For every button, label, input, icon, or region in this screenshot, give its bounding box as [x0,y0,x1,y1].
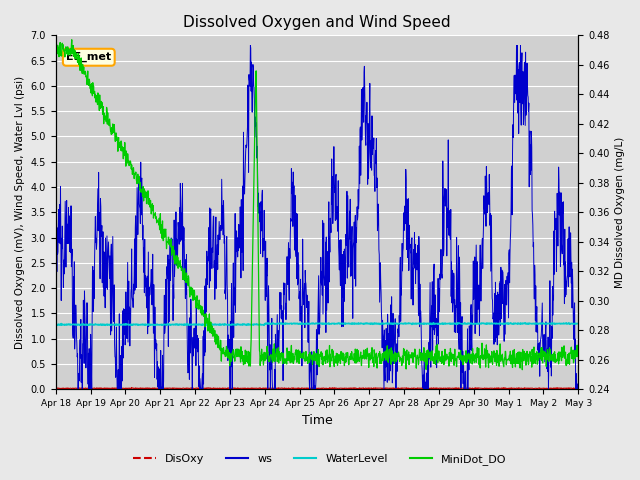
ws [227,364,235,370]
Text: EE_met: EE_met [66,52,111,62]
DisOxy [128,384,136,390]
Line: ws: ws [56,46,578,389]
MiniDot_DO [52,36,60,42]
WaterLevel [398,321,406,326]
MiniDot_DO [467,353,474,359]
Y-axis label: Dissolved Oxygen (mV), Wind Speed, Water Lvl (psi): Dissolved Oxygen (mV), Wind Speed, Water… [15,76,25,349]
MiniDot_DO [574,351,582,357]
Line: MiniDot_DO: MiniDot_DO [56,39,578,370]
MiniDot_DO [513,351,520,357]
WaterLevel [168,322,176,327]
Line: WaterLevel: WaterLevel [56,323,578,325]
Y-axis label: MD Dissolved Oxygen (mg/L): MD Dissolved Oxygen (mg/L) [615,137,625,288]
ws [513,97,521,103]
WaterLevel [467,321,474,327]
DisOxy [169,385,177,391]
MiniDot_DO [398,357,406,363]
ws [168,259,176,264]
MiniDot_DO [52,49,60,55]
ws [52,228,60,233]
WaterLevel [156,322,163,327]
WaterLevel [574,321,582,326]
DisOxy [227,385,235,391]
ws [467,306,475,312]
DisOxy [399,385,406,391]
Legend: DisOxy, ws, WaterLevel, MiniDot_DO: DisOxy, ws, WaterLevel, MiniDot_DO [129,450,511,469]
MiniDot_DO [227,351,235,357]
Line: DisOxy: DisOxy [56,387,578,389]
ws [246,43,254,48]
DisOxy [513,385,521,391]
MiniDot_DO [518,367,526,372]
X-axis label: Time: Time [301,414,332,427]
WaterLevel [52,322,60,328]
DisOxy [156,385,164,391]
Title: Dissolved Oxygen and Wind Speed: Dissolved Oxygen and Wind Speed [183,15,451,30]
WaterLevel [507,320,515,325]
ws [574,386,582,392]
WaterLevel [227,322,235,328]
MiniDot_DO [168,248,176,253]
ws [156,386,163,392]
ws [74,386,82,392]
MiniDot_DO [156,227,163,233]
DisOxy [467,385,475,391]
DisOxy [574,385,582,391]
DisOxy [52,385,60,391]
DisOxy [147,386,155,392]
WaterLevel [76,323,84,328]
ws [399,268,406,274]
WaterLevel [513,321,521,326]
